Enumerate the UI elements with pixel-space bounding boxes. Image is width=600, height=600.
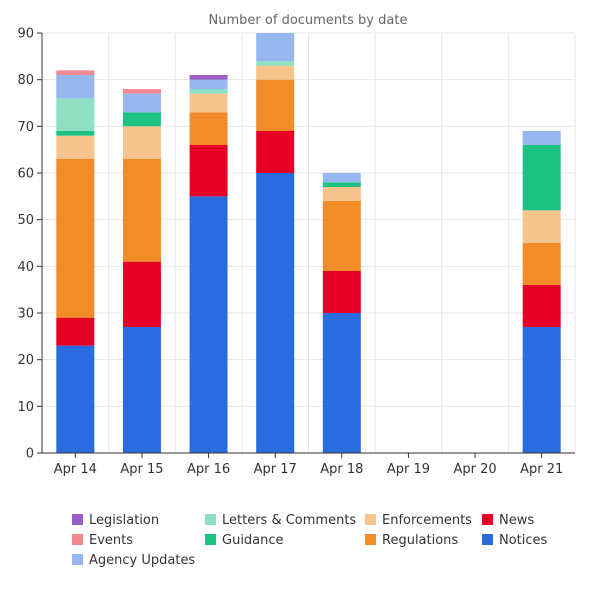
grid-lines (42, 32, 576, 454)
bars (56, 33, 561, 454)
bar-segment[interactable] (322, 173, 361, 183)
bar-segment[interactable] (56, 135, 95, 159)
y-tick-label: 10 (17, 400, 34, 415)
legend-swatch (205, 514, 216, 525)
legend-swatch (205, 534, 216, 545)
bar-segment[interactable] (56, 75, 95, 99)
x-tick-label: Apr 14 (54, 462, 97, 477)
bar-segment[interactable] (122, 89, 161, 94)
legend-swatch (482, 514, 493, 525)
legend-item[interactable]: News (482, 513, 534, 528)
bar-segment[interactable] (56, 98, 95, 131)
legend-swatch (482, 534, 493, 545)
legend-label: Letters & Comments (222, 513, 356, 528)
legend-swatch (365, 534, 376, 545)
y-tick-label: 30 (17, 307, 34, 322)
x-tick-label: Apr 20 (453, 462, 496, 477)
bar-segment[interactable] (522, 243, 561, 285)
y-tick-label: 0 (26, 447, 34, 462)
bar-segment[interactable] (189, 196, 228, 454)
legend-swatch (72, 534, 83, 545)
bar-segment[interactable] (189, 112, 228, 145)
bar-segment[interactable] (256, 65, 295, 80)
bar-segment[interactable] (56, 317, 95, 346)
y-tick-label: 60 (17, 167, 34, 182)
legend-item[interactable]: Guidance (205, 533, 284, 548)
bar-segment[interactable] (189, 89, 228, 94)
bar-segment[interactable] (189, 79, 228, 89)
bar-segment[interactable] (122, 93, 161, 113)
legend-item[interactable]: Agency Updates (72, 553, 195, 568)
legend-label: Enforcements (382, 513, 472, 528)
bar-segment[interactable] (322, 313, 361, 453)
bar-segment[interactable] (189, 145, 228, 197)
bar-segment[interactable] (522, 131, 561, 145)
legend-item[interactable]: Notices (482, 533, 548, 548)
x-tick-label: Apr 16 (187, 462, 230, 477)
axes: 0 10 20 30 40 50 60 70 80 90 Apr 14 Apr 15 Apr 16 Apr… (17, 27, 575, 477)
legend: Legislation Letters & Comments Enforcement… (72, 513, 548, 568)
bar-segment[interactable] (56, 131, 95, 136)
bar-segment[interactable] (122, 159, 161, 262)
y-tick-label: 20 (17, 353, 34, 368)
legend-swatch (365, 514, 376, 525)
legend-item[interactable]: Regulations (365, 533, 458, 548)
y-tick-label: 40 (17, 260, 34, 275)
bar-segment[interactable] (56, 159, 95, 318)
legend-label: Regulations (382, 533, 458, 548)
bar-segment[interactable] (256, 79, 295, 131)
legend-item[interactable]: Legislation (72, 513, 159, 528)
legend-label: News (499, 513, 534, 528)
bar-segment[interactable] (122, 327, 161, 453)
bar-segment[interactable] (56, 70, 95, 75)
y-tick-label: 50 (17, 213, 34, 228)
bar-segment[interactable] (189, 75, 228, 80)
legend-item[interactable]: Enforcements (365, 513, 472, 528)
legend-label: Legislation (89, 513, 159, 528)
legend-swatch (72, 554, 83, 565)
legend-label: Guidance (222, 533, 284, 548)
legend-item[interactable]: Letters & Comments (205, 513, 356, 528)
y-tick-label: 90 (17, 27, 34, 42)
legend-item[interactable]: Events (72, 533, 133, 548)
bar-segment[interactable] (122, 126, 161, 159)
bar-segment[interactable] (322, 187, 361, 201)
bar-segment[interactable] (522, 327, 561, 453)
legend-label: Agency Updates (89, 553, 195, 568)
bar-segment[interactable] (322, 271, 361, 313)
bar-segment[interactable] (256, 61, 295, 66)
legend-label: Notices (499, 533, 548, 548)
bar-segment[interactable] (322, 201, 361, 271)
x-tick-label: Apr 17 (254, 462, 297, 477)
bar-segment[interactable] (256, 33, 295, 61)
bar-segment[interactable] (122, 261, 161, 327)
bar-segment[interactable] (322, 182, 361, 187)
bar-segment[interactable] (522, 145, 561, 211)
bar-segment[interactable] (56, 345, 95, 453)
y-tick-label: 80 (17, 73, 34, 88)
legend-swatch (72, 514, 83, 525)
bar-segment[interactable] (189, 93, 228, 113)
bar-segment[interactable] (256, 131, 295, 173)
x-tick-label: Apr 18 (320, 462, 363, 477)
bar-segment[interactable] (122, 112, 161, 127)
x-tick-label: Apr 19 (387, 462, 430, 477)
y-tick-label: 70 (17, 120, 34, 135)
bar-segment[interactable] (522, 285, 561, 327)
chart-title: Number of documents by date (209, 13, 408, 28)
bar-segment[interactable] (522, 210, 561, 243)
bar-segment[interactable] (256, 173, 295, 453)
legend-label: Events (89, 533, 133, 548)
x-tick-label: Apr 21 (520, 462, 563, 477)
x-tick-label: Apr 15 (120, 462, 163, 477)
